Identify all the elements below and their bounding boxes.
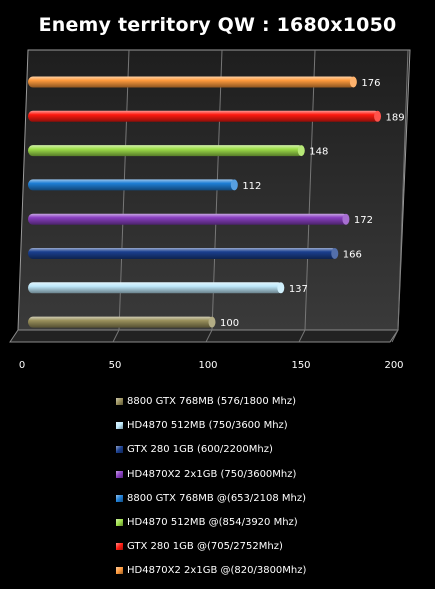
- legend-label: 8800 GTX 768MB (576/1800 Mhz): [127, 396, 297, 407]
- bar-chart: 176 189 148 112 172 166 137 100 0 50 100 150 200: [9, 49, 411, 371]
- legend-item: 8800 GTX 768MB @(653/2108 Mhz): [116, 487, 426, 511]
- bar-value-label: 112: [242, 181, 261, 192]
- bar-cap: [331, 248, 339, 259]
- gridline-floor: [112, 329, 120, 343]
- gridline: [304, 49, 316, 331]
- legend-label: GTX 280 1GB (600/2200Mhz): [127, 444, 273, 456]
- bar-cap: [374, 110, 382, 122]
- x-tick-label: 100: [198, 360, 217, 371]
- legend-swatch: [116, 422, 123, 430]
- bar-value-label: 166: [343, 250, 362, 261]
- gridline-floor: [205, 329, 213, 343]
- legend-swatch: [116, 543, 123, 551]
- data-labels: 176 189 148 112 172 166 137 100: [220, 78, 405, 329]
- bar-value-label: 176: [361, 78, 380, 89]
- legend-swatch: [116, 398, 123, 405]
- gridline-floor: [298, 329, 306, 343]
- legend-label: HD4870 512MB (750/3600 Mhz): [127, 420, 288, 432]
- bar: [28, 110, 380, 122]
- bar: [28, 179, 237, 191]
- bar: [28, 316, 214, 328]
- bar: [28, 282, 283, 294]
- bar: [28, 248, 337, 259]
- legend-item: HD4870X2 2x1GB (750/3600Mhz): [116, 463, 426, 487]
- legend-swatch: [116, 470, 123, 478]
- legend-label: 8800 GTX 768MB @(653/2108 Mhz): [127, 492, 307, 504]
- bar: [28, 213, 348, 225]
- x-tick-label: 200: [384, 360, 403, 371]
- legend-label: GTX 280 1GB @(705/2752Mhz): [127, 541, 283, 553]
- bar-value-label: 172: [354, 215, 373, 226]
- bar-cap: [230, 179, 238, 191]
- legend: 8800 GTX 768MB (576/1800 Mhz) HD4870 512M…: [116, 390, 426, 584]
- x-tick-label: 50: [109, 360, 122, 371]
- bar-value-label: 189: [386, 112, 405, 123]
- bar-cap: [342, 213, 350, 225]
- legend-label: HD4870X2 2x1GB @(820/3800Mhz): [127, 565, 307, 577]
- legend-item: GTX 280 1GB @(705/2752Mhz): [116, 535, 426, 559]
- plot-floor: [9, 329, 399, 343]
- legend-item: HD4870 512MB @(854/3920 Mhz): [116, 511, 426, 535]
- bar: [28, 145, 304, 157]
- gridline: [397, 49, 409, 331]
- legend-swatch: [116, 567, 123, 575]
- legend-item: 8800 GTX 768MB (576/1800 Mhz): [116, 390, 426, 414]
- legend-swatch: [116, 518, 123, 526]
- bar-cap: [297, 145, 305, 157]
- legend-item: GTX 280 1GB (600/2200Mhz): [116, 438, 426, 462]
- bar-cap: [208, 316, 216, 328]
- chart-title: Enemy territory QW : 1680x1050: [38, 14, 397, 36]
- bar-cap: [277, 282, 285, 294]
- legend-label: HD4870X2 2x1GB (750/3600Mhz): [127, 468, 297, 480]
- bar-value-label: 137: [289, 284, 308, 295]
- x-axis-ticks: 0 50 100 150 200: [19, 360, 404, 371]
- bars: [28, 76, 382, 328]
- bar: [28, 76, 356, 88]
- legend-swatch: [116, 494, 123, 502]
- legend-swatch: [116, 446, 123, 454]
- legend-item: HD4870X2 2x1GB @(820/3800Mhz): [116, 559, 426, 583]
- bar-value-label: 100: [220, 318, 239, 329]
- x-tick-label: 0: [19, 360, 25, 371]
- gridline-floor: [391, 329, 399, 343]
- legend-item: HD4870 512MB (750/3600 Mhz): [116, 414, 426, 438]
- x-tick-label: 150: [291, 360, 310, 371]
- bar-cap: [349, 76, 357, 88]
- legend-label: HD4870 512MB @(854/3920 Mhz): [127, 516, 298, 528]
- bar-value-label: 148: [309, 147, 328, 158]
